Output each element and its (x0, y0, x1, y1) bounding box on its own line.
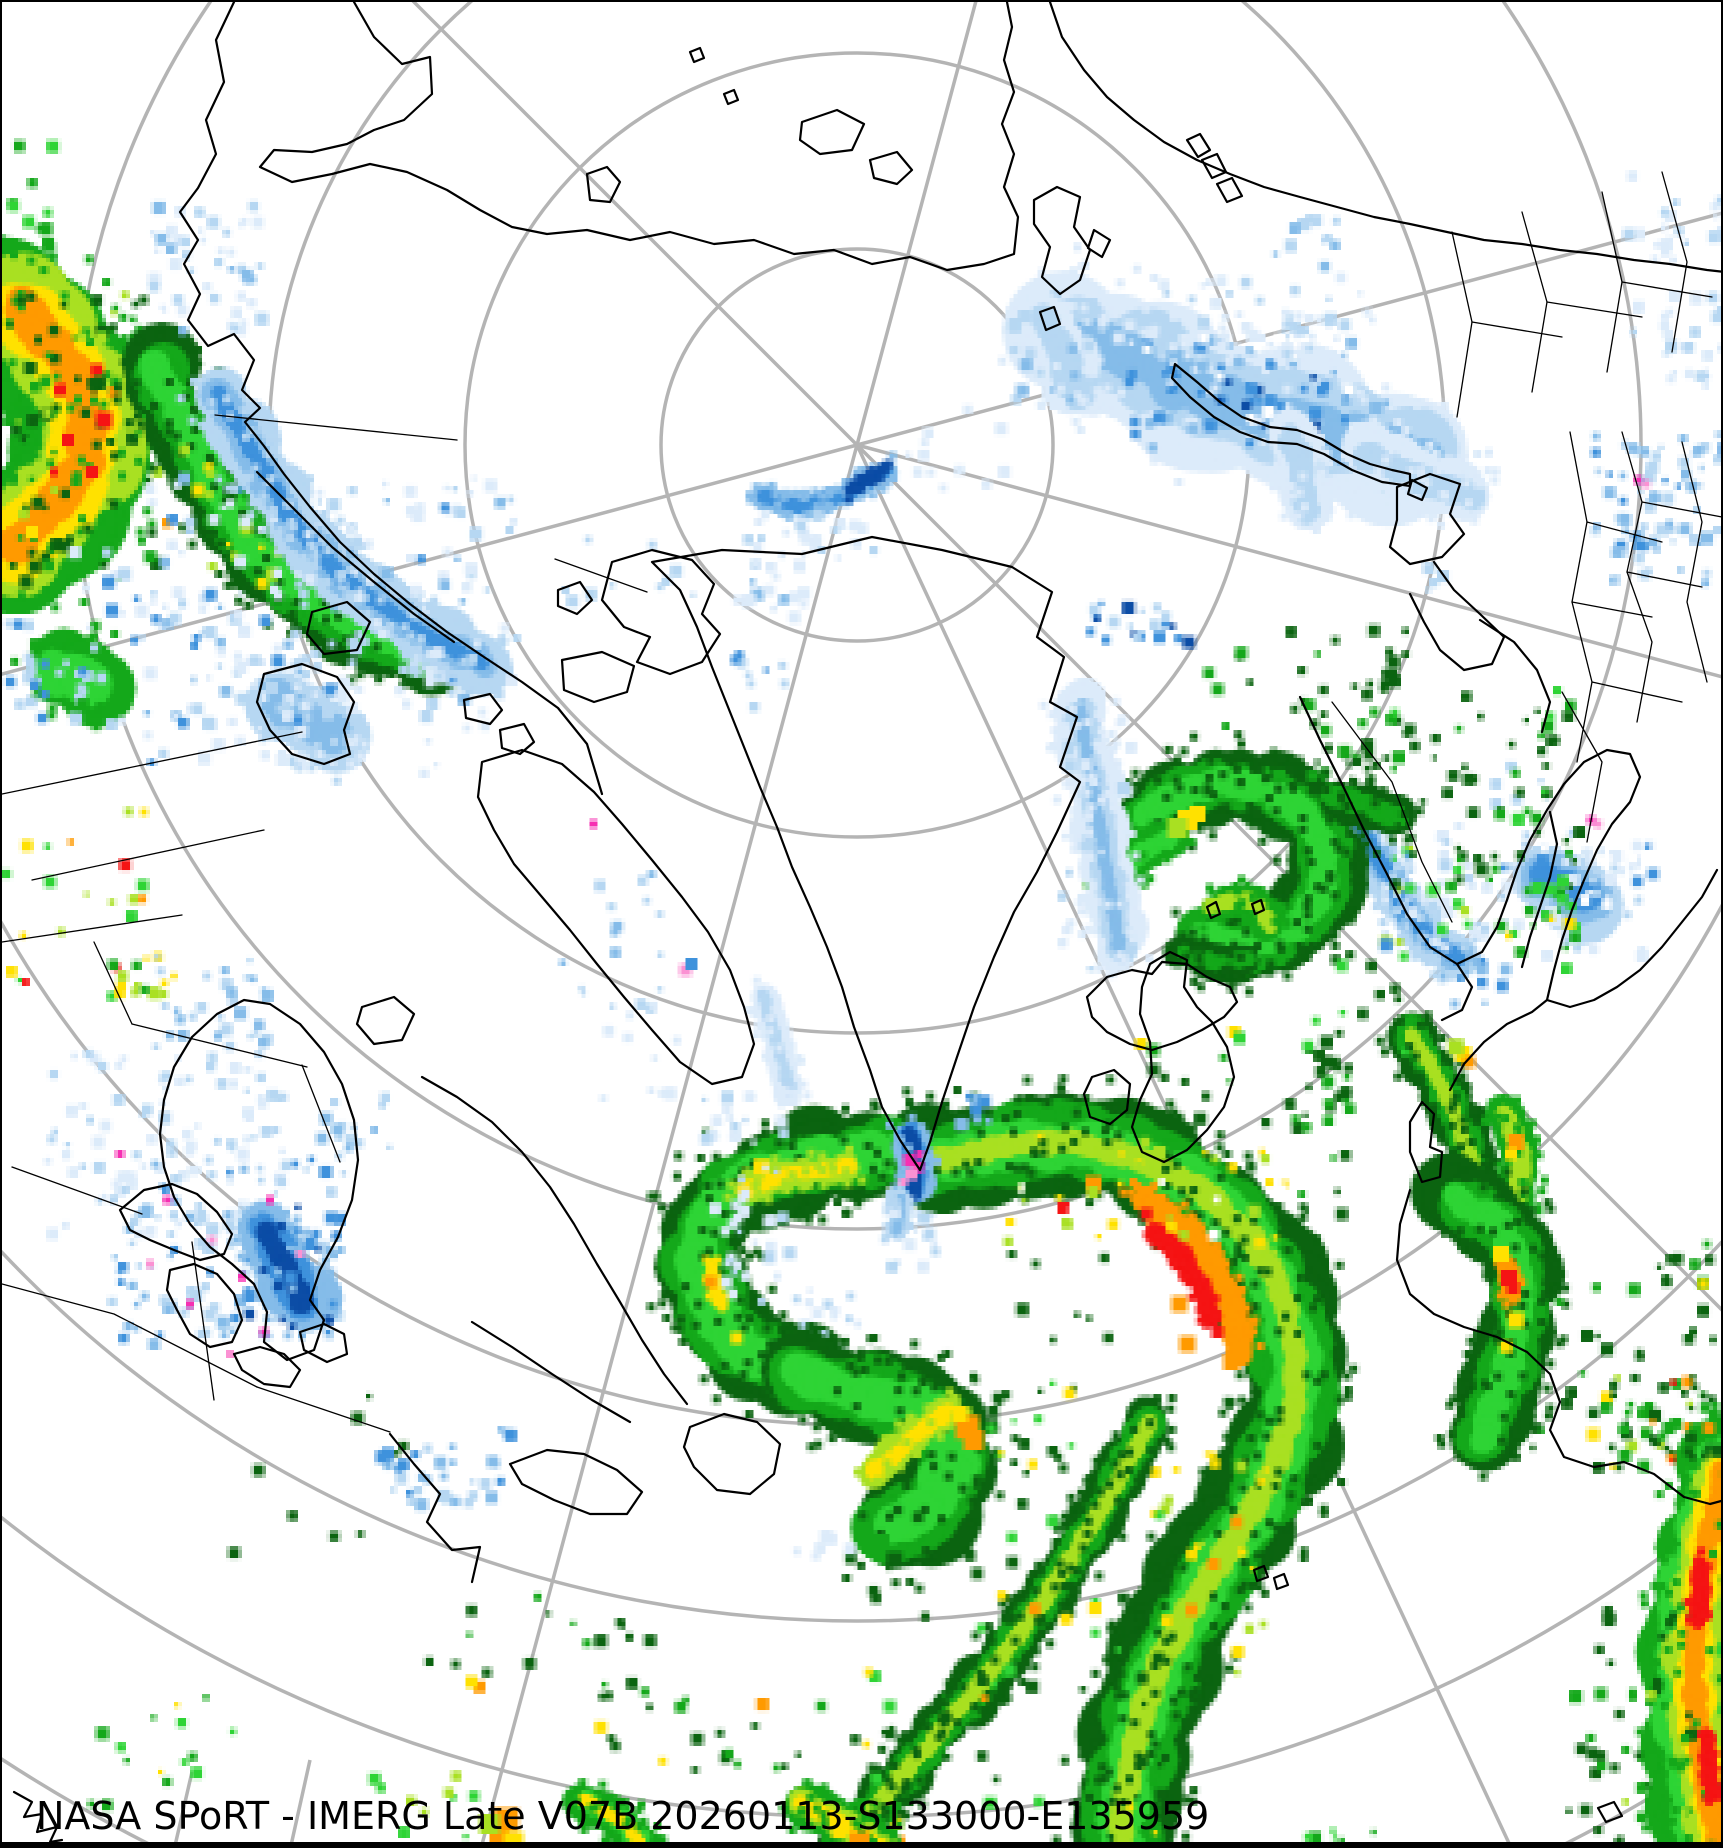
southampton-island (355, 995, 416, 1046)
st-lawrence (470, 1320, 632, 1424)
admin-border (1621, 431, 1653, 723)
admin-border (2, 1283, 258, 1388)
top-islets (688, 46, 706, 64)
great-lake-huron (165, 1262, 244, 1349)
admin-border (1451, 231, 1473, 418)
severnaya-zemlya-2 (1200, 152, 1228, 180)
ellesmere-island (600, 548, 722, 676)
admin-border (1661, 171, 1688, 353)
great-lake-superior (118, 1182, 234, 1262)
shetland (1205, 900, 1222, 920)
greenland (650, 535, 1082, 1172)
axel-island (556, 580, 594, 616)
russia-barents-coast (1048, 2, 1721, 273)
baltic-se-coast (1545, 868, 1719, 1009)
admin-border (1331, 701, 1453, 923)
top-islets-2 (722, 88, 740, 106)
new-siberian-islands-2 (868, 150, 914, 186)
svalbard-ne (1086, 228, 1112, 259)
admin-border (2, 914, 183, 943)
bottom-left-coast-glyph (12, 1790, 64, 1844)
britain (1130, 950, 1236, 1164)
iceland (1085, 960, 1239, 1052)
severnaya-zemlya (1185, 132, 1212, 159)
admin-border (1521, 211, 1548, 393)
admin-border (1546, 301, 1643, 318)
maritimes (508, 1448, 644, 1516)
ireland (1082, 1068, 1132, 1126)
wrangel-island (585, 165, 622, 204)
admin-border (1561, 691, 1603, 843)
alaska-west-coast (178, 2, 604, 796)
new-england-coast (388, 1432, 482, 1584)
admin-border (1621, 281, 1713, 298)
admin-border (554, 558, 648, 593)
new-siberian-islands (798, 108, 866, 156)
admin-border (1571, 601, 1653, 618)
alexander-islands (255, 470, 456, 644)
admin-border (131, 1023, 308, 1068)
svalbard-main (1032, 185, 1092, 296)
biscay-islets-2 (1272, 1572, 1290, 1591)
vaygach (1406, 478, 1429, 502)
admin-border (191, 1241, 215, 1401)
banks-island (305, 600, 372, 656)
faroe (1250, 898, 1266, 916)
scandinavia-coast (1298, 695, 1642, 1092)
admin-border (1601, 191, 1623, 373)
admin-border (1641, 501, 1721, 518)
severnaya-zemlya-3 (1215, 176, 1244, 204)
admin-border (93, 941, 133, 1025)
biscay-islets (1252, 1564, 1270, 1583)
chukotka-coast (258, 2, 1020, 272)
hudson-bay (158, 998, 360, 1362)
admin-border (1591, 681, 1683, 703)
great-lake-erie (232, 1345, 302, 1389)
admin-border (1471, 321, 1563, 338)
brittany-islets (1596, 1800, 1624, 1824)
svalbard-s (1038, 305, 1062, 332)
admin-border (1586, 521, 1663, 543)
norway-south-tip (1440, 962, 1474, 1022)
admin-border (11, 1166, 143, 1215)
admin-border (214, 414, 458, 441)
product-title: NASA SPoRT - IMERG Late V07B 20260113-S1… (36, 1794, 1210, 1838)
white-sea (1408, 560, 1506, 672)
admin-border (301, 1064, 341, 1163)
newfoundland (682, 1412, 782, 1496)
admin-border (31, 829, 265, 881)
admin-border (1626, 571, 1703, 588)
victoria-island (255, 662, 356, 766)
novaya-zemlya (1170, 362, 1412, 488)
somerset-island (462, 692, 504, 726)
great-lake-ontario (298, 1322, 349, 1364)
gulf-of-bothnia (1520, 810, 1559, 969)
bottom-frame-bar (2, 1842, 1721, 1846)
devon-island (560, 650, 636, 704)
europe-west-coast (1395, 1188, 1721, 1506)
karelia-arc (1478, 618, 1552, 734)
admin-border (2, 731, 303, 795)
baffin-island (476, 748, 756, 1086)
denmark (1408, 1100, 1444, 1184)
admin-border (1681, 441, 1708, 683)
kola-peninsula (1388, 472, 1466, 566)
labrador-coast (420, 1075, 689, 1406)
admin-border (256, 1386, 391, 1433)
prince-wales-island (498, 722, 536, 756)
